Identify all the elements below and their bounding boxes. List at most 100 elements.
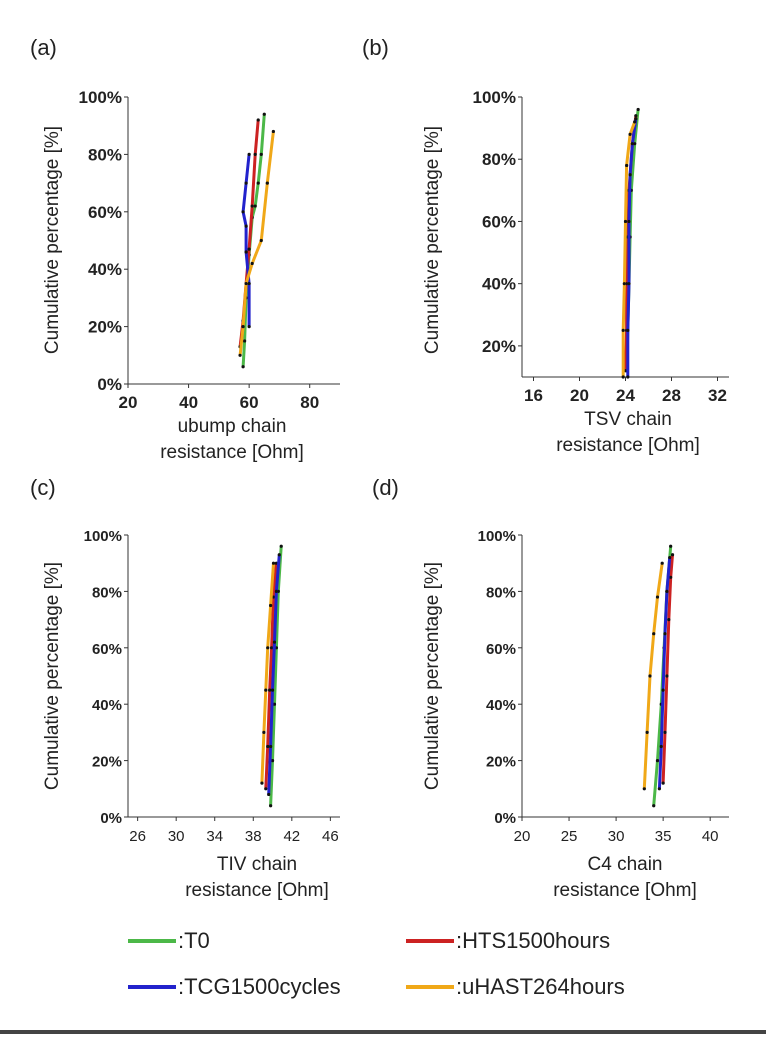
panel-a-xlabel-line1: ubump chain xyxy=(178,416,287,437)
panel-d-series-2-point xyxy=(668,555,672,560)
panel-c-series-2-point xyxy=(267,792,271,797)
panel-c-series-3-point xyxy=(264,688,268,692)
panel-b-series-3-point xyxy=(628,132,632,136)
panel-b-series-2-point xyxy=(626,375,630,379)
panel-d-series-2-point xyxy=(659,744,663,749)
panel-d-ytick-label: 0% xyxy=(494,810,516,827)
panel-d-series-1-point xyxy=(665,674,669,678)
panel-c-xtick-label: 42 xyxy=(283,828,300,845)
panel-b-xtick-label: 32 xyxy=(708,386,727,405)
panel-a-series-3-point xyxy=(238,353,242,357)
panel-c-xtick-label: 46 xyxy=(322,828,339,845)
legend-swatch-hts xyxy=(406,939,454,943)
panel-c-ytick-label: 60% xyxy=(92,641,122,658)
panel-c-series-3-point xyxy=(262,730,266,735)
panel-d-series-3 xyxy=(642,562,664,789)
panel-a-series-0-point xyxy=(253,204,257,208)
panel-d-xtick-label: 20 xyxy=(514,828,531,845)
panel-d-series-1-point xyxy=(670,553,675,557)
panel-a-series-0-point xyxy=(256,181,260,185)
panel-d-series-3-point xyxy=(652,632,656,636)
panel-a-ylabel: Cumulative percentage [%] xyxy=(42,126,63,354)
panel-a-ytick-label: 20% xyxy=(88,318,122,337)
panel-c-xtick-label: 34 xyxy=(206,828,223,845)
panel-c-series-2-point xyxy=(277,553,281,557)
panel-b-ytick-label: 20% xyxy=(482,337,516,356)
panel-c-ylabel: Cumulative percentage [%] xyxy=(42,562,63,790)
panel-a-ytick-label: 40% xyxy=(88,260,122,279)
panel-a-xtick-label: 60 xyxy=(240,393,259,412)
panel-b-ytick-label: 100% xyxy=(473,88,516,107)
panel-b-ytick-label: 60% xyxy=(482,212,516,231)
panel-d-xtick-label: 30 xyxy=(608,828,625,845)
panel-c-series-0 xyxy=(269,546,283,806)
panel-c-ytick-label: 20% xyxy=(92,754,122,771)
panel-b-series-2-point xyxy=(626,328,630,332)
panel-a-series-1-point xyxy=(256,118,260,122)
panel-c-series-1-point xyxy=(266,744,270,749)
legend-swatch-t0 xyxy=(128,939,176,943)
panel-b-series-3-point xyxy=(623,219,628,224)
legend-item-tcg: :TCG1500cycles xyxy=(128,974,341,1000)
panel-a-series-2-point xyxy=(244,181,248,185)
panel-d-ylabel: Cumulative percentage [%] xyxy=(422,562,443,790)
panel-c-series-3-point xyxy=(260,781,264,785)
panel-d-series-3-point xyxy=(660,561,664,565)
panel-a-ytick-label: 100% xyxy=(79,88,122,107)
panel-b-series-0-point xyxy=(636,107,640,112)
legend-label-uhast: :uHAST264hours xyxy=(456,974,625,999)
panel-d-series-2-point xyxy=(663,632,667,636)
panel-a-series-0-point xyxy=(259,152,263,156)
panel-a-series-0-point xyxy=(243,339,247,343)
panel-d-ytick-label: 40% xyxy=(486,697,516,714)
panel-c-series-2-point xyxy=(272,640,277,644)
panel-a-ytick-label: 0% xyxy=(97,375,122,394)
panel-d-series-1-point xyxy=(661,781,665,785)
panel-a-series-2-point xyxy=(241,210,245,214)
panel-b-series-2-point xyxy=(627,282,631,286)
legend-label-t0: :T0 xyxy=(178,928,210,953)
panel-c-ytick-label: 0% xyxy=(100,810,122,827)
panel-a-series-3-point xyxy=(241,325,245,329)
legend-item-hts: :HTS1500hours xyxy=(406,928,610,954)
panel-d-ytick-label: 80% xyxy=(486,584,516,601)
panel-b-xlabel-line2: resistance [Ohm] xyxy=(556,435,700,456)
panel-b-series-2-point xyxy=(630,142,635,146)
legend-item-uhast: :uHAST264hours xyxy=(406,974,625,1000)
panel-a-series-3-point xyxy=(244,281,248,286)
panel-c-ytick-label: 100% xyxy=(84,528,122,545)
panel-b-series-3-point xyxy=(621,375,625,379)
panel-b-xtick-label: 24 xyxy=(616,386,635,405)
panel-a-xtick-label: 80 xyxy=(300,393,319,412)
panel-b-series-2-point xyxy=(628,173,632,177)
panel-c-tag: (c) xyxy=(30,475,56,500)
panel-a-series-2-point xyxy=(247,281,251,286)
panel-b-series-2-point xyxy=(634,117,638,121)
panel-c-series-1 xyxy=(264,563,278,789)
panel-b-tag: (b) xyxy=(362,35,389,60)
panel-a-series-1-point xyxy=(247,247,251,251)
panel-d-series-3-point xyxy=(648,674,652,678)
panel-a-series-3-point xyxy=(265,181,269,185)
panel-c-series-0-point xyxy=(272,702,277,706)
legend-label-hts: :HTS1500hours xyxy=(456,928,611,953)
panel-c-xtick-label: 30 xyxy=(168,828,185,845)
panel-d-series-2-point xyxy=(661,688,665,692)
legend-swatch-uhast xyxy=(406,985,454,989)
legend: :T0 :HTS1500hours :TCG1500cycles :uHAST2… xyxy=(0,922,766,1012)
panel-c-series-2-point xyxy=(269,744,273,749)
panel-b-series-3-point xyxy=(621,328,625,332)
panel-b-series-2-point xyxy=(627,219,631,224)
panel-c-ytick-label: 40% xyxy=(92,697,122,714)
panel-a-series-3-point xyxy=(271,129,275,134)
panel-b-xtick-label: 20 xyxy=(570,386,589,405)
panel-a-series-2-point xyxy=(244,250,248,254)
panel-c-xlabel-line1: TIV chain xyxy=(217,854,297,875)
panel-d-series-1-point xyxy=(667,618,671,622)
bottom-border xyxy=(0,1030,766,1034)
panel-b-series-1-point xyxy=(634,114,638,118)
panel-d-series-2 xyxy=(657,557,672,789)
panel-d-series-1 xyxy=(661,554,674,784)
panel-c-series-3-point xyxy=(271,561,276,565)
